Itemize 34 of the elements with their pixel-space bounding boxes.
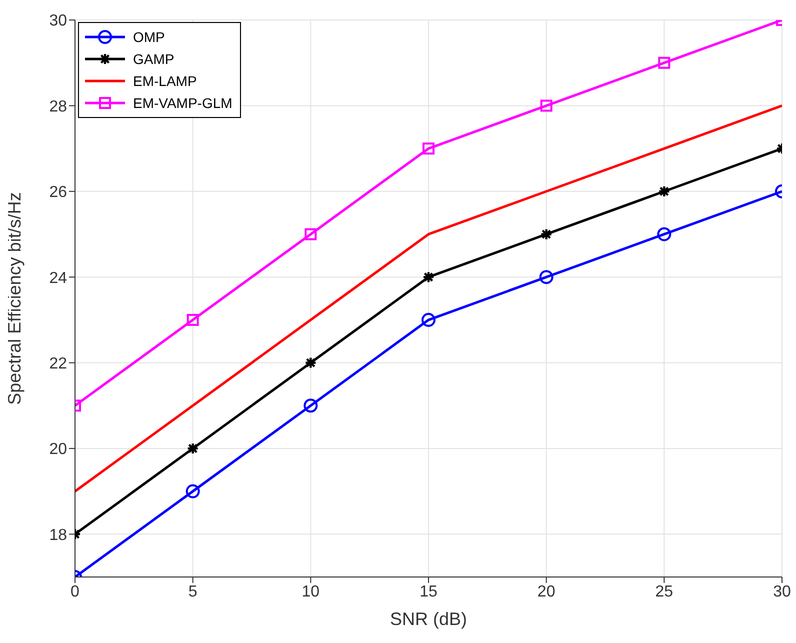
point xyxy=(186,442,199,455)
point xyxy=(540,100,552,112)
y-tick-label: 24 xyxy=(49,270,68,287)
x-tick-label: 5 xyxy=(188,583,198,600)
y-tick-label: 20 xyxy=(49,441,68,458)
y-tick-label: 26 xyxy=(49,184,68,202)
point xyxy=(658,56,670,69)
point xyxy=(186,314,199,326)
point xyxy=(658,185,670,198)
y-tick-label: 28 xyxy=(49,98,68,116)
point xyxy=(422,312,436,327)
point xyxy=(422,142,434,155)
y-tick-label: 18 xyxy=(49,526,68,544)
x-tick-label: 0 xyxy=(70,583,80,600)
y-tick-label: 22 xyxy=(49,355,68,372)
legend-label: EM-VAMP-GLM xyxy=(133,95,232,111)
point xyxy=(304,356,317,369)
x-tick-label: 30 xyxy=(773,583,791,600)
point xyxy=(657,227,672,242)
point xyxy=(304,398,318,413)
point xyxy=(304,228,317,240)
legend-label: GAMP xyxy=(133,51,174,67)
point xyxy=(422,270,435,284)
y-tick-label: 30 xyxy=(49,12,68,30)
x-tick-label: 15 xyxy=(420,583,438,600)
x-tick-label: 10 xyxy=(302,583,320,600)
legend-label: EM-LAMP xyxy=(133,73,197,89)
point xyxy=(186,484,200,498)
x-axis-title: SNR (dB) xyxy=(390,609,468,629)
legend-label: OMP xyxy=(133,29,165,45)
x-tick-label: 20 xyxy=(537,583,556,600)
point xyxy=(539,270,554,284)
x-tick-label: 25 xyxy=(655,583,674,600)
point xyxy=(540,228,552,240)
